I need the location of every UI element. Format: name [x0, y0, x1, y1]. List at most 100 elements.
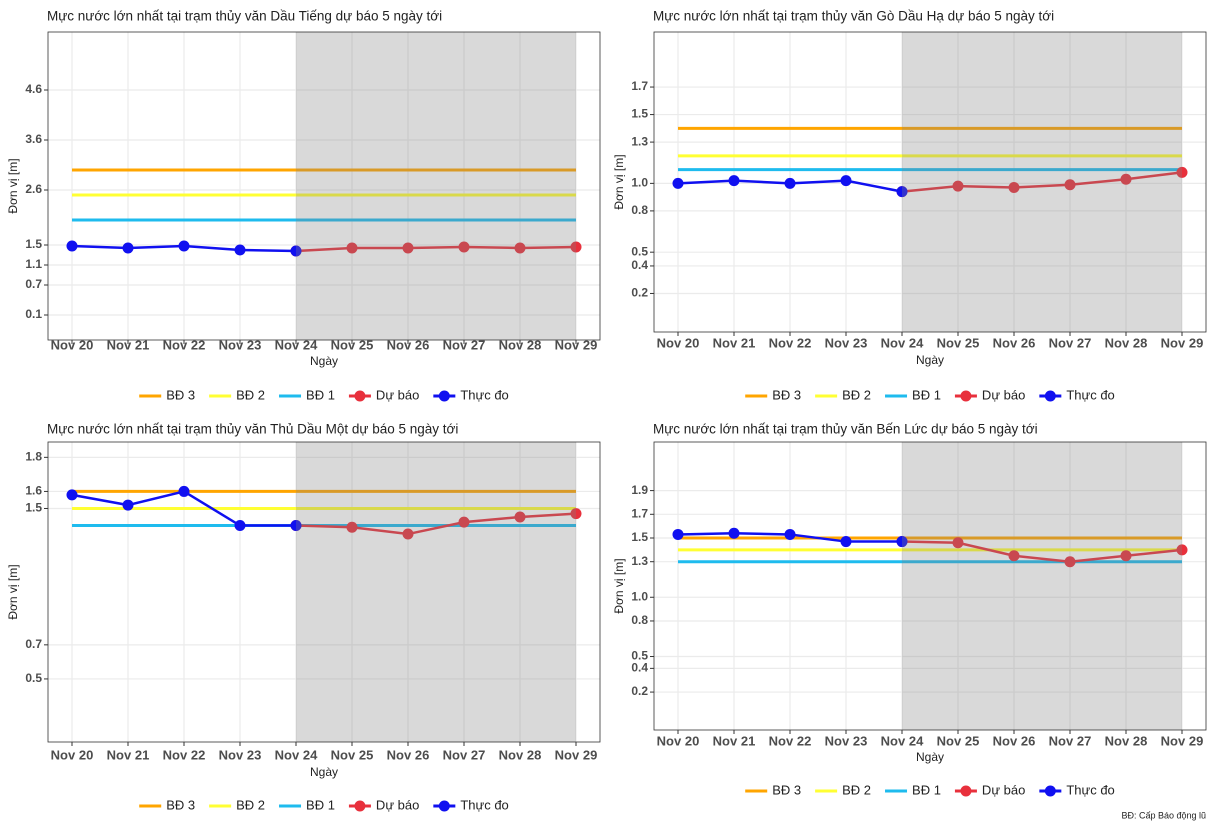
- x-tick-label: Nov 21: [713, 733, 756, 748]
- footnote: BĐ: Cấp Báo động lũ: [1121, 810, 1206, 820]
- series-line: [295, 245, 577, 253]
- y-tick-label: 1.0: [631, 589, 648, 603]
- legend-label: BĐ 2: [842, 782, 871, 797]
- legend-marker: [960, 785, 972, 797]
- data-point: [672, 528, 684, 540]
- data-point: [178, 240, 190, 252]
- legend-label: Dự báo: [982, 782, 1025, 797]
- legend-label: Dự báo: [376, 797, 419, 812]
- plot-background: [48, 32, 600, 340]
- series-layer: [66, 168, 582, 257]
- data-point: [784, 177, 796, 189]
- y-tick-label: 1.5: [25, 501, 42, 515]
- x-tick-label: Nov 27: [443, 747, 486, 762]
- legend-marker: [438, 390, 450, 402]
- data-point: [570, 508, 582, 520]
- legend-marker: [1044, 785, 1056, 797]
- data-point: [458, 241, 470, 253]
- y-tick-label: 1.1: [25, 257, 42, 271]
- series-layer: [672, 126, 1188, 198]
- y-tick-label: 1.5: [631, 107, 648, 121]
- legend-label: BĐ 2: [236, 797, 265, 812]
- data-point: [514, 242, 526, 254]
- legend: BĐ 3 BĐ 2 BĐ 1 Dự báo Thực đo: [139, 797, 509, 812]
- data-point: [840, 175, 852, 187]
- data-point: [402, 528, 414, 540]
- x-tick-label: Nov 29: [555, 747, 598, 762]
- data-point: [570, 241, 582, 253]
- chart-title: Mực nước lớn nhất tại trạm thủy văn Bến …: [653, 422, 1038, 437]
- x-tick-label: Nov 24: [275, 747, 318, 762]
- data-point: [458, 516, 470, 528]
- y-tick-label: 0.7: [25, 637, 42, 651]
- plot-border: [47, 31, 601, 341]
- data-point: [290, 245, 302, 257]
- x-axis-title: Ngày: [916, 750, 944, 764]
- chart-title: Mực nước lớn nhất tại trạm thủy văn Dầu …: [47, 9, 442, 24]
- y-tick-label: 0.1: [25, 307, 42, 321]
- y-tick-label: 0.7: [25, 277, 42, 291]
- y-axis-title: Đơn vị [m]: [612, 558, 626, 613]
- x-tick-label: Nov 25: [331, 337, 374, 352]
- y-tick-label: 0.5: [631, 244, 648, 258]
- plot-border: [653, 441, 1207, 731]
- chart-title: Mực nước lớn nhất tại trạm thủy văn Gò D…: [653, 9, 1054, 24]
- x-tick-label: Nov 26: [387, 747, 430, 762]
- chart-title: Mực nước lớn nhất tại trạm thủy văn Thủ …: [47, 422, 458, 437]
- x-tick-label: Nov 27: [1049, 733, 1092, 748]
- data-point: [952, 537, 964, 549]
- legend-marker: [354, 800, 366, 812]
- y-tick-label: 1.5: [631, 530, 648, 544]
- data-point: [514, 511, 526, 523]
- y-tick-label: 0.4: [631, 661, 648, 675]
- forecast-shade: [902, 32, 1182, 332]
- legend-marker: [354, 390, 366, 402]
- data-point: [784, 528, 796, 540]
- x-tick-label: Nov 23: [219, 747, 262, 762]
- y-axis-title: Đơn vị [m]: [612, 154, 626, 209]
- data-point: [672, 177, 684, 189]
- legend-label: Thực đo: [460, 797, 508, 812]
- y-tick-label: 2.6: [25, 182, 42, 196]
- y-tick-label: 1.5: [25, 237, 42, 251]
- x-tick-label: Nov 29: [1161, 335, 1204, 350]
- data-point: [896, 186, 908, 198]
- x-tick-label: Nov 28: [499, 337, 542, 352]
- data-point: [728, 175, 740, 187]
- x-tick-label: Nov 27: [443, 337, 486, 352]
- legend-label: Thực đo: [1066, 387, 1114, 402]
- data-point: [290, 520, 302, 532]
- x-tick-label: Nov 23: [825, 733, 868, 748]
- x-tick-label: Nov 27: [1049, 335, 1092, 350]
- x-tick-label: Nov 22: [769, 335, 812, 350]
- plot-border: [47, 441, 601, 743]
- y-tick-label: 3.6: [25, 132, 42, 146]
- x-tick-label: Nov 29: [555, 337, 598, 352]
- y-tick-label: 0.2: [631, 286, 648, 300]
- y-tick-label: 0.5: [25, 671, 42, 685]
- x-tick-label: Nov 21: [107, 747, 150, 762]
- legend-marker: [1044, 390, 1056, 402]
- series-layer: [66, 485, 582, 540]
- x-axis-title: Ngày: [916, 353, 944, 367]
- legend-label: BĐ 1: [306, 387, 335, 402]
- legend-marker: [960, 390, 972, 402]
- legend: BĐ 3 BĐ 2 BĐ 1 Dự báo Thực đo: [139, 387, 509, 402]
- legend-label: Thực đo: [460, 387, 508, 402]
- x-tick-label: Nov 20: [51, 747, 94, 762]
- x-tick-label: Nov 24: [881, 335, 924, 350]
- data-point: [1064, 556, 1076, 568]
- data-point: [122, 499, 134, 511]
- x-tick-label: Nov 22: [163, 747, 206, 762]
- legend-label: Thực đo: [1066, 782, 1114, 797]
- legend-label: BĐ 3: [772, 387, 801, 402]
- series-layer: [672, 527, 1188, 568]
- legend-label: Dự báo: [982, 387, 1025, 402]
- x-tick-label: Nov 23: [219, 337, 262, 352]
- data-point: [1120, 173, 1132, 185]
- legend-label: BĐ 3: [166, 387, 195, 402]
- data-point: [234, 244, 246, 256]
- x-tick-label: Nov 21: [107, 337, 150, 352]
- x-tick-label: Nov 24: [275, 337, 318, 352]
- y-tick-label: 1.0: [631, 176, 648, 190]
